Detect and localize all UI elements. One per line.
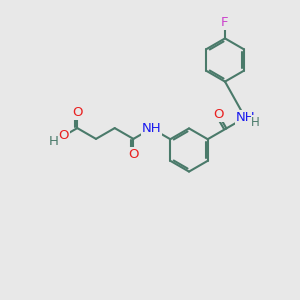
Text: H: H [48,135,58,148]
Text: NH: NH [235,111,255,124]
Text: NH: NH [142,122,161,135]
Text: H: H [251,116,260,129]
Text: O: O [72,106,83,119]
Text: O: O [128,148,139,161]
Text: O: O [213,108,224,122]
Text: F: F [221,16,229,29]
Text: O: O [58,129,69,142]
